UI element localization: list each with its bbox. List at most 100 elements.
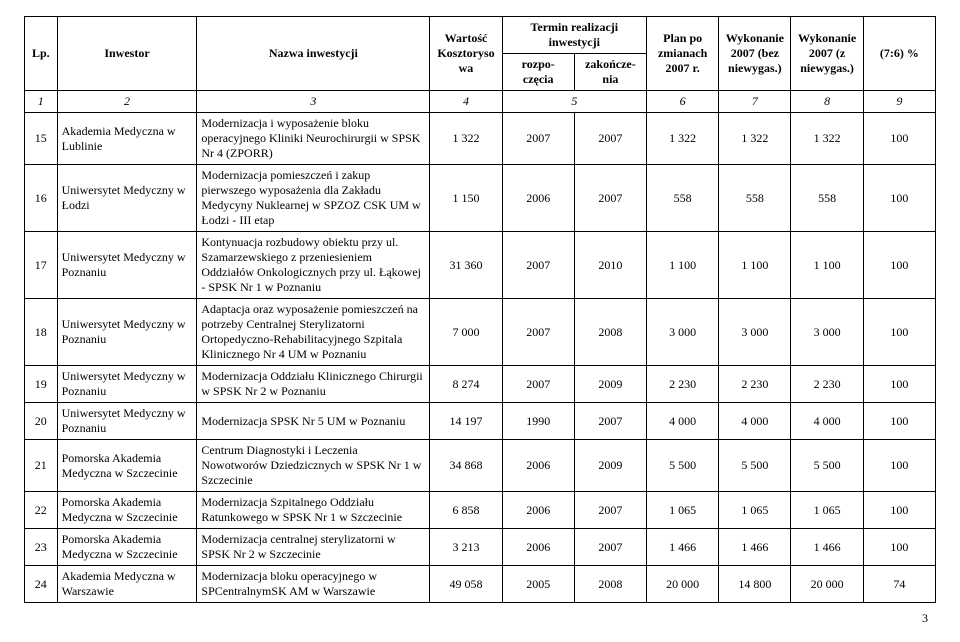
cell-wyk-z: 20 000 — [791, 566, 863, 603]
cell-nazwa: Modernizacja i wyposażenie bloku operacy… — [197, 113, 430, 165]
cell-plan: 1 100 — [647, 232, 719, 299]
cell-inwestor: Uniwersytet Medyczny w Poznaniu — [57, 232, 197, 299]
page-number: 3 — [24, 611, 928, 626]
colnum: 5 — [502, 91, 646, 113]
cell-nazwa: Adaptacja oraz wyposażenie pomieszczeń n… — [197, 299, 430, 366]
cell-rozpo: 2007 — [502, 299, 574, 366]
th-lp: Lp. — [25, 17, 58, 91]
cell-wyk-bez: 14 800 — [719, 566, 791, 603]
cell-rozpo: 2007 — [502, 232, 574, 299]
colnum: 9 — [863, 91, 935, 113]
cell-lp: 19 — [25, 366, 58, 403]
cell-wyk-bez: 1 466 — [719, 529, 791, 566]
cell-nazwa: Modernizacja bloku operacyjnego w SPCent… — [197, 566, 430, 603]
cell-pct: 100 — [863, 232, 935, 299]
cell-wyk-bez: 4 000 — [719, 403, 791, 440]
th-inwestor: Inwestor — [57, 17, 197, 91]
th-plan: Plan po zmianach 2007 r. — [647, 17, 719, 91]
cell-pct: 100 — [863, 492, 935, 529]
cell-wartosc: 49 058 — [430, 566, 502, 603]
cell-wyk-bez: 2 230 — [719, 366, 791, 403]
cell-lp: 23 — [25, 529, 58, 566]
cell-wyk-z: 5 500 — [791, 440, 863, 492]
cell-plan: 3 000 — [647, 299, 719, 366]
cell-nazwa: Modernizacja pomieszczeń i zakup pierwsz… — [197, 165, 430, 232]
cell-pct: 100 — [863, 529, 935, 566]
cell-rozpo: 2006 — [502, 529, 574, 566]
cell-wyk-z: 558 — [791, 165, 863, 232]
cell-inwestor: Akademia Medyczna w Lublinie — [57, 113, 197, 165]
cell-inwestor: Uniwersytet Medyczny w Poznaniu — [57, 366, 197, 403]
cell-plan: 20 000 — [647, 566, 719, 603]
cell-pct: 100 — [863, 165, 935, 232]
cell-nazwa: Modernizacja Szpitalnego Oddziału Ratunk… — [197, 492, 430, 529]
cell-rozpo: 2006 — [502, 165, 574, 232]
cell-wyk-bez: 558 — [719, 165, 791, 232]
th-termin: Termin realizacji inwestycji — [502, 17, 646, 54]
cell-lp: 15 — [25, 113, 58, 165]
colnum: 4 — [430, 91, 502, 113]
cell-lp: 18 — [25, 299, 58, 366]
cell-zakon: 2007 — [574, 492, 646, 529]
cell-pct: 74 — [863, 566, 935, 603]
cell-inwestor: Uniwersytet Medyczny w Poznaniu — [57, 299, 197, 366]
cell-plan: 558 — [647, 165, 719, 232]
cell-nazwa: Modernizacja Oddziału Klinicznego Chirur… — [197, 366, 430, 403]
cell-zakon: 2008 — [574, 299, 646, 366]
cell-zakon: 2009 — [574, 440, 646, 492]
cell-rozpo: 1990 — [502, 403, 574, 440]
cell-zakon: 2008 — [574, 566, 646, 603]
cell-zakon: 2007 — [574, 529, 646, 566]
table-row: 23Pomorska Akademia Medyczna w Szczecini… — [25, 529, 936, 566]
cell-nazwa: Modernizacja SPSK Nr 5 UM w Poznaniu — [197, 403, 430, 440]
cell-wartosc: 1 322 — [430, 113, 502, 165]
cell-zakon: 2007 — [574, 403, 646, 440]
table-row: 15Akademia Medyczna w LublinieModernizac… — [25, 113, 936, 165]
th-wartosc: Wartość Kosztorysowa — [430, 17, 502, 91]
cell-zakon: 2007 — [574, 113, 646, 165]
cell-pct: 100 — [863, 366, 935, 403]
colnum: 8 — [791, 91, 863, 113]
cell-rozpo: 2006 — [502, 440, 574, 492]
cell-wyk-z: 1 100 — [791, 232, 863, 299]
colnum: 2 — [57, 91, 197, 113]
cell-wyk-bez: 1 322 — [719, 113, 791, 165]
table-row: 16Uniwersytet Medyczny w ŁodziModernizac… — [25, 165, 936, 232]
cell-pct: 100 — [863, 113, 935, 165]
cell-lp: 22 — [25, 492, 58, 529]
th-wyk-bez: Wykonanie 2007 (bez niewygas.) — [719, 17, 791, 91]
cell-wyk-z: 2 230 — [791, 366, 863, 403]
cell-zakon: 2009 — [574, 366, 646, 403]
cell-plan: 1 065 — [647, 492, 719, 529]
colnum: 3 — [197, 91, 430, 113]
cell-wyk-bez: 5 500 — [719, 440, 791, 492]
cell-lp: 17 — [25, 232, 58, 299]
cell-rozpo: 2007 — [502, 366, 574, 403]
cell-wyk-z: 1 065 — [791, 492, 863, 529]
cell-plan: 2 230 — [647, 366, 719, 403]
table-row: 17Uniwersytet Medyczny w PoznaniuKontynu… — [25, 232, 936, 299]
th-pct: (7:6) % — [863, 17, 935, 91]
cell-wartosc: 7 000 — [430, 299, 502, 366]
table-row: 22Pomorska Akademia Medyczna w Szczecini… — [25, 492, 936, 529]
cell-pct: 100 — [863, 440, 935, 492]
cell-pct: 100 — [863, 299, 935, 366]
colnum: 1 — [25, 91, 58, 113]
table-row: 21Pomorska Akademia Medyczna w Szczecini… — [25, 440, 936, 492]
cell-lp: 24 — [25, 566, 58, 603]
cell-inwestor: Uniwersytet Medyczny w Poznaniu — [57, 403, 197, 440]
cell-nazwa: Centrum Diagnostyki i Leczenia Nowotworó… — [197, 440, 430, 492]
cell-plan: 1 466 — [647, 529, 719, 566]
cell-rozpo: 2006 — [502, 492, 574, 529]
cell-wartosc: 8 274 — [430, 366, 502, 403]
table-row: 24Akademia Medyczna w WarszawieModerniza… — [25, 566, 936, 603]
cell-wyk-z: 4 000 — [791, 403, 863, 440]
investment-table: Lp. Inwestor Nazwa inwestycji Wartość Ko… — [24, 16, 936, 603]
cell-plan: 4 000 — [647, 403, 719, 440]
cell-wartosc: 1 150 — [430, 165, 502, 232]
cell-lp: 20 — [25, 403, 58, 440]
cell-plan: 1 322 — [647, 113, 719, 165]
th-rozpo: rozpo-częcia — [502, 54, 574, 91]
table-row: 18Uniwersytet Medyczny w PoznaniuAdaptac… — [25, 299, 936, 366]
cell-wartosc: 31 360 — [430, 232, 502, 299]
